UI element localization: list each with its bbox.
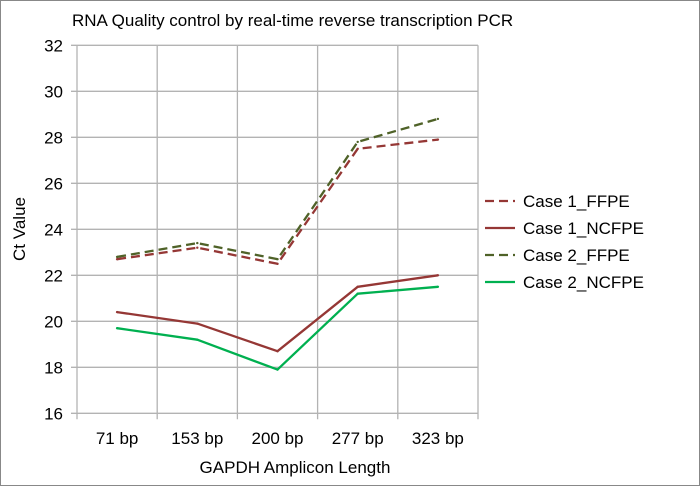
legend-label: Case 1_NCFPE [523,219,644,238]
data-point [356,285,359,288]
y-tick-label: 18 [44,358,63,377]
y-tick-label: 22 [44,266,63,285]
series-line-case-2-ncfpe [116,285,438,371]
data-point [196,338,199,341]
data-point [196,322,199,325]
data-point [436,274,440,277]
legend-label: Case 2_NCFPE [523,273,644,292]
data-point [115,310,119,314]
data-point [276,350,279,353]
data-point [436,117,440,121]
y-tick-label: 30 [44,82,63,101]
data-point [196,246,199,249]
x-tick-label: 323 bp [412,429,464,448]
data-point [276,262,279,265]
y-tick-label: 28 [44,128,63,147]
data-point [276,258,279,261]
x-tick-label: 153 bp [171,429,223,448]
series-line-case-2-ffpe [116,117,439,261]
data-point [356,147,359,150]
legend-label: Case 1_FFPE [523,192,630,211]
data-point [115,327,119,330]
legend-label: Case 2_FFPE [523,246,630,265]
y-tick-label: 32 [44,36,63,55]
y-tick-label: 20 [44,312,63,331]
data-point [196,241,199,245]
x-tick-label: 277 bp [332,429,384,448]
x-tick-label: 200 bp [252,429,304,448]
data-point [356,292,359,295]
data-point [115,255,119,259]
data-point [276,368,279,371]
y-tick-label: 26 [44,174,63,193]
y-tick-label: 16 [44,404,63,423]
data-point [436,285,440,288]
data-point [436,138,440,141]
chart-title: RNA Quality control by real-time reverse… [72,11,513,30]
series-line-case-1-ncfpe [116,274,439,353]
x-tick-label: 71 bp [96,429,139,448]
series-line-case-1-ffpe [116,138,439,265]
x-axis-label: GAPDH Amplicon Length [200,458,391,477]
data-point [356,140,359,144]
data-point [115,258,119,261]
y-tick-label: 24 [44,220,63,239]
y-axis-label: Ct Value [10,197,29,261]
